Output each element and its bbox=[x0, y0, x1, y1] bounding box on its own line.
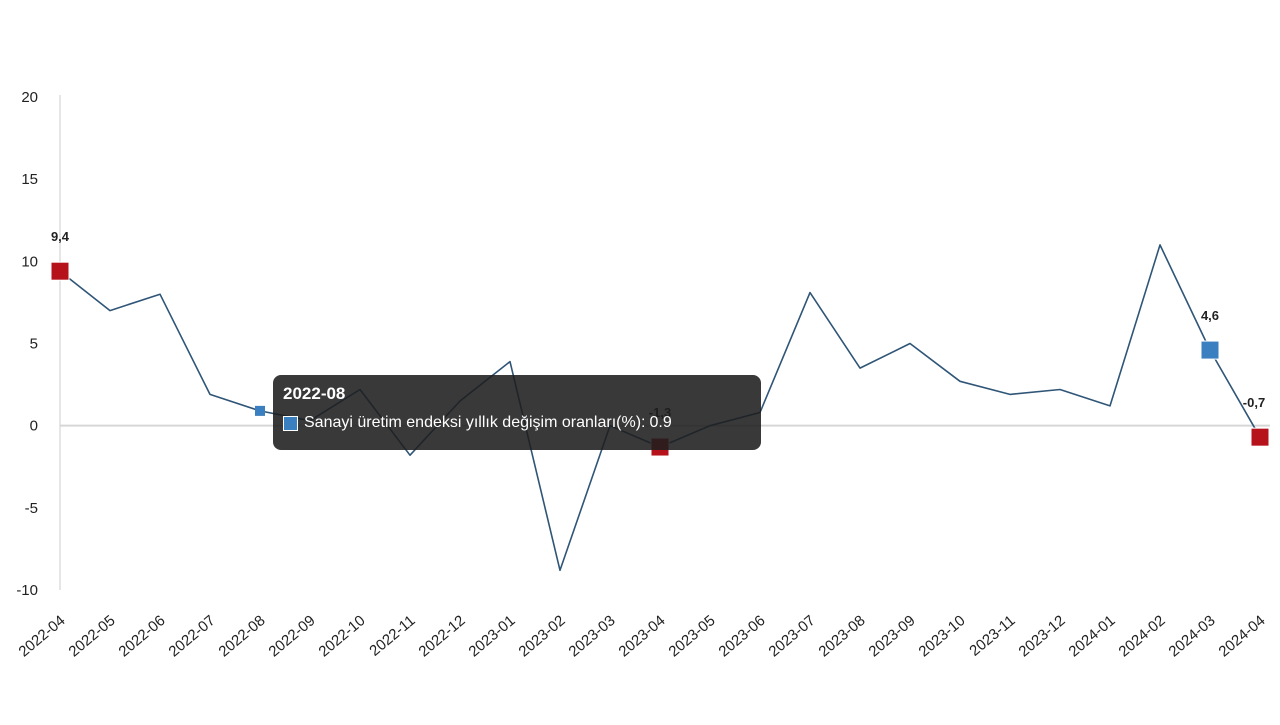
x-tick-label: 2023-11 bbox=[966, 612, 1018, 660]
x-tick-label: 2024-01 bbox=[1065, 612, 1118, 660]
x-tick-label: 2022-09 bbox=[265, 612, 318, 660]
hover-point bbox=[255, 405, 265, 416]
x-tick-label: 2023-08 bbox=[815, 612, 868, 660]
y-tick-label: 0 bbox=[30, 418, 38, 435]
tooltip-row: Sanayi üretim endeksi yıllık değişim ora… bbox=[283, 414, 751, 432]
x-tick-label: 2022-05 bbox=[65, 612, 118, 660]
tooltip-swatch bbox=[283, 415, 298, 431]
y-tick-label: 5 bbox=[30, 336, 38, 353]
y-tick-label: -10 bbox=[16, 582, 38, 599]
data-label: 9,4 bbox=[51, 229, 70, 244]
x-tick-label: 2024-03 bbox=[1165, 612, 1218, 660]
y-tick-label: 15 bbox=[21, 171, 38, 188]
x-tick-label: 2023-07 bbox=[765, 612, 818, 660]
markers-group bbox=[50, 261, 1270, 457]
x-tick-label: 2023-03 bbox=[565, 612, 618, 660]
x-tick-label: 2022-08 bbox=[215, 612, 268, 660]
x-tick-label: 2023-04 bbox=[615, 612, 668, 660]
data-marker bbox=[1250, 427, 1270, 447]
x-tick-label: 2024-02 bbox=[1115, 612, 1168, 660]
data-label: 4,6 bbox=[1201, 308, 1219, 323]
tooltip-series-label: Sanayi üretim endeksi yıllık değişim ora… bbox=[304, 414, 646, 431]
x-tick-label: 2022-12 bbox=[415, 612, 468, 660]
x-tick-label: 2024-04 bbox=[1215, 612, 1268, 660]
x-tick-label: 2022-11 bbox=[366, 612, 418, 660]
tooltip: 2022-08 Sanayi üretim endeksi yıllık değ… bbox=[273, 375, 761, 450]
x-tick-label: 2023-12 bbox=[1015, 612, 1068, 660]
x-tick-label: 2022-06 bbox=[115, 612, 168, 660]
x-tick-label: 2023-01 bbox=[465, 612, 518, 660]
tooltip-title: 2022-08 bbox=[283, 384, 346, 403]
x-tick-label: 2023-05 bbox=[665, 612, 718, 660]
x-tick-label: 2023-06 bbox=[715, 612, 768, 660]
x-tick-label: 2023-02 bbox=[515, 612, 568, 660]
y-tick-label: -5 bbox=[25, 500, 38, 517]
x-tick-labels: 2022-042022-052022-062022-072022-082022-… bbox=[15, 612, 1268, 660]
y-tick-label: 20 bbox=[21, 89, 38, 106]
x-tick-label: 2022-07 bbox=[165, 612, 218, 660]
data-marker bbox=[1200, 340, 1220, 360]
x-tick-label: 2022-04 bbox=[15, 612, 68, 660]
tooltip-value: 0.9 bbox=[649, 414, 672, 431]
x-tick-label: 2023-09 bbox=[865, 612, 918, 660]
x-tick-label: 2022-10 bbox=[315, 612, 368, 660]
data-label: -0,7 bbox=[1243, 395, 1265, 410]
x-tick-label: 2023-10 bbox=[915, 612, 968, 660]
y-tick-label: 10 bbox=[21, 253, 38, 270]
axes: -10 -5 0 5 10 15 20 bbox=[16, 89, 1270, 599]
data-marker bbox=[50, 261, 70, 281]
